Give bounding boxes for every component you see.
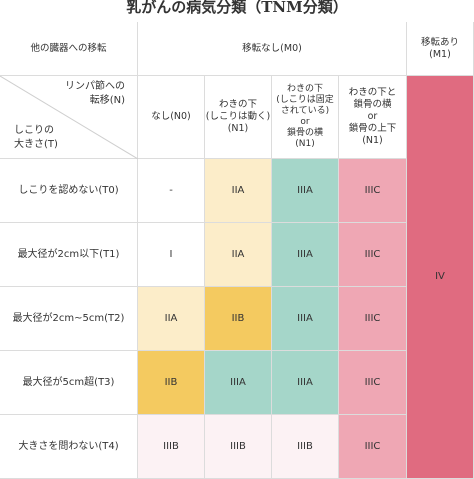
n1-movable-header: わきの下 (しこりは動く) (N1) [205,76,272,159]
stage-cell: IIA [205,159,272,223]
diagonal-header-cell: リンパ節への 転移(N) しこりの 大きさ(T) [0,76,138,159]
n1-clavicle-header: わきの下と 鎖骨の横 or 鎖骨の上下 (N1) [339,76,407,159]
table-title: 乳がんの病気分類（TNM分類） [126,0,348,16]
diagonal-divider [0,76,138,159]
tumor-size-axis-label: しこりの 大きさ(T) [14,125,58,150]
row-label-t0: しこりを認めない(T0) [0,159,138,223]
stage-cell: IIB [138,351,205,415]
stage-cell: IIB [205,287,272,351]
stage-cell: IIIA [272,287,339,351]
stage-cell: IIIA [272,223,339,287]
stage-cell: - [138,159,205,223]
stage-cell: IIA [205,223,272,287]
stage-cell: IIIC [339,223,407,287]
m0-header: 移転なし(M0) [138,22,407,76]
row-label-t4: 大きさを問わない(T4) [0,415,138,479]
stage-cell: IIIC [339,287,407,351]
corner-header: 他の臓器への移転 [0,22,138,76]
row-label-t1: 最大径が2cm以下(T1) [0,223,138,287]
n0-header: なし(N0) [138,76,205,159]
row-label-t3: 最大径が5cm超(T3) [0,351,138,415]
stage-cell: IIIC [339,159,407,223]
stage-cell: IIIB [272,415,339,479]
n1-fixed-header: わきの下 (しこりは固定 されている) or 鎖骨の横 (N1) [272,76,339,159]
lymph-node-axis-label: リンパ節への 転移(N) [65,81,125,106]
stage-cell: IIIB [205,415,272,479]
stage-cell: IIIA [272,159,339,223]
m1-header: 移転あり (M1) [407,22,474,76]
stage-cell: IIIC [339,351,407,415]
stage-cell: IIIA [205,351,272,415]
stage-cell: IIIB [138,415,205,479]
m1-stage-cell: IV [407,76,474,479]
stage-cell: IIA [138,287,205,351]
stage-cell: I [138,223,205,287]
row-label-t2: 最大径が2cm~5cm(T2) [0,287,138,351]
stage-cell: IIIA [272,351,339,415]
stage-cell: IIIC [339,415,407,479]
